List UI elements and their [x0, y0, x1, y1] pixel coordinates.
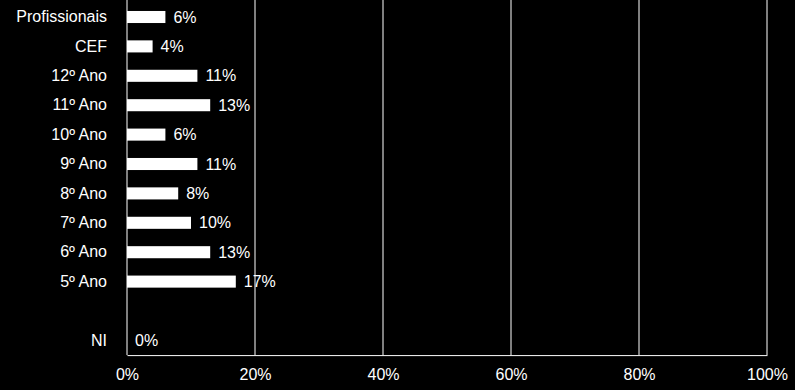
data-label: 13% [218, 244, 250, 261]
tick-label: 8º Ano [60, 185, 107, 202]
tick-label: 9º Ano [60, 155, 107, 172]
bar [127, 70, 197, 82]
grid-line [511, 0, 512, 355]
tick: Profissionais [16, 8, 127, 25]
y-axis: Profissionais CEF 12º Ano 11º Ano 10º Ano 9º … [16, 8, 127, 348]
tick-label: 40% [367, 366, 399, 383]
data-labels: 6% 4% 11% 13% 6% 11% 8% 10% 13% 17% 0% [135, 9, 276, 349]
tick: 40% [367, 355, 399, 383]
tick: 9º Ano [60, 155, 127, 172]
bar [127, 187, 178, 199]
tick: 80% [623, 355, 655, 383]
grid-line [127, 0, 128, 355]
grid [127, 0, 767, 355]
tick: 60% [495, 355, 527, 383]
tick: 11º Ano [53, 96, 127, 113]
bar [127, 129, 165, 141]
tick: CEF [75, 38, 127, 55]
tick-label: 10º Ano [51, 126, 107, 143]
axis-line [128, 355, 768, 356]
tick: 20% [239, 355, 271, 383]
tick-label: 6º Ano [60, 243, 107, 260]
tick-label: 5º Ano [60, 273, 107, 290]
tick-label: 60% [495, 366, 527, 383]
bar [127, 40, 153, 52]
x-axis: 0% 20% 40% 60% 80% 100% [116, 355, 788, 383]
data-label: 11% [205, 67, 236, 84]
data-label: 4% [161, 38, 184, 55]
tick-label: CEF [75, 38, 107, 55]
tick: 12º Ano [51, 67, 127, 84]
tick: 10º Ano [51, 126, 127, 143]
bar [127, 246, 210, 258]
data-label: 13% [218, 97, 250, 114]
data-label: 6% [173, 126, 196, 143]
tick-label: 80% [623, 366, 655, 383]
tick-label: 7º Ano [60, 214, 107, 231]
data-label: 8% [186, 185, 209, 202]
tick: 0% [116, 355, 139, 383]
data-label: 10% [199, 214, 231, 231]
tick-label: NI [91, 332, 107, 349]
tick: 5º Ano [60, 273, 127, 290]
chart: 0% 20% 40% 60% 80% 100% Profissionais CEF 12º An… [0, 0, 795, 390]
plot: 0% 20% 40% 60% 80% 100% Profissionais CEF 12º An… [16, 0, 788, 383]
tick-label: 20% [239, 366, 271, 383]
tick: NI [91, 332, 127, 349]
tick-label: 0% [116, 366, 139, 383]
tick: 8º Ano [60, 185, 127, 202]
grid-line [383, 0, 384, 355]
bar [127, 276, 236, 288]
data-label: 17% [244, 273, 276, 290]
data-label: 0% [135, 332, 158, 349]
tick: 100% [747, 355, 788, 383]
data-label: 11% [205, 156, 236, 173]
data-label: 6% [173, 9, 196, 26]
bar [127, 158, 197, 170]
bar [127, 217, 191, 229]
tick: 6º Ano [60, 243, 127, 260]
bar [127, 334, 128, 346]
tick-label: 100% [747, 366, 788, 383]
grid-line [639, 0, 640, 355]
bar [127, 99, 210, 111]
tick-label: 11º Ano [53, 96, 108, 113]
grid-line [767, 0, 768, 355]
tick: 7º Ano [60, 214, 127, 231]
tick-label: Profissionais [16, 8, 107, 25]
tick-label: 12º Ano [51, 67, 107, 84]
bar [127, 11, 165, 23]
grid-line [255, 0, 256, 355]
